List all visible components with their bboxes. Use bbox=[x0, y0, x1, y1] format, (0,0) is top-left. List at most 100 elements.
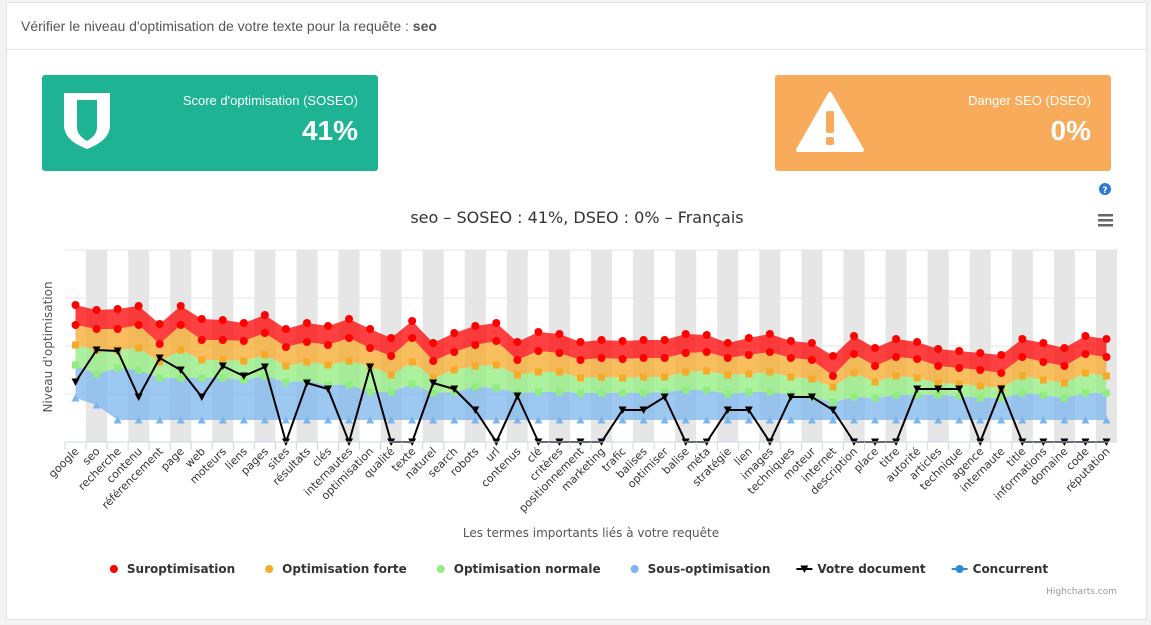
legend-item[interactable]: Sous-optimisation bbox=[630, 562, 771, 576]
marker bbox=[429, 357, 438, 365]
marker bbox=[682, 386, 690, 394]
marker bbox=[429, 374, 437, 382]
marker bbox=[555, 349, 564, 357]
marker bbox=[408, 317, 417, 325]
marker bbox=[198, 356, 206, 364]
marker bbox=[134, 321, 143, 329]
marker bbox=[345, 381, 353, 389]
marker bbox=[576, 416, 585, 424]
marker bbox=[598, 389, 606, 397]
marker bbox=[955, 347, 964, 355]
marker bbox=[282, 362, 290, 370]
marker bbox=[366, 388, 374, 396]
marker bbox=[913, 374, 921, 382]
marker bbox=[155, 340, 164, 348]
marker bbox=[723, 406, 732, 414]
marker bbox=[324, 385, 332, 393]
legend-item[interactable]: Concurrent bbox=[951, 562, 1049, 576]
marker bbox=[807, 416, 816, 424]
marker bbox=[513, 371, 521, 379]
marker bbox=[892, 372, 900, 380]
marker bbox=[997, 369, 1006, 377]
marker bbox=[871, 362, 880, 370]
marker bbox=[492, 337, 501, 345]
marker bbox=[871, 394, 879, 402]
marker bbox=[176, 366, 185, 374]
marker bbox=[576, 374, 584, 382]
marker bbox=[765, 330, 774, 338]
marker bbox=[934, 385, 943, 393]
marker bbox=[934, 345, 943, 353]
marker bbox=[197, 336, 206, 344]
marker bbox=[450, 329, 459, 337]
legend-item[interactable]: Optimisation forte bbox=[265, 562, 407, 576]
marker bbox=[976, 366, 985, 374]
marker bbox=[492, 384, 500, 392]
marker bbox=[387, 334, 396, 342]
marker bbox=[387, 416, 396, 424]
legend-symbol bbox=[109, 565, 118, 573]
marker bbox=[786, 416, 795, 424]
marker bbox=[871, 416, 880, 424]
legend-item[interactable]: Votre document bbox=[796, 562, 926, 576]
marker bbox=[176, 321, 185, 329]
area-range bbox=[75, 365, 1107, 420]
card-label: Danger SEO (DSEO) bbox=[968, 93, 1091, 108]
marker bbox=[345, 357, 353, 365]
marker bbox=[219, 374, 227, 382]
marker bbox=[892, 416, 901, 424]
marker bbox=[534, 347, 543, 355]
area-range bbox=[75, 305, 1107, 376]
marker bbox=[260, 329, 269, 337]
marker bbox=[745, 388, 753, 396]
marker bbox=[766, 388, 774, 396]
menu-button[interactable] bbox=[1098, 214, 1113, 227]
legend-item[interactable]: Suroptimisation bbox=[109, 562, 235, 576]
help-icon[interactable] bbox=[1099, 183, 1111, 195]
marker bbox=[997, 416, 1006, 424]
marker bbox=[850, 350, 858, 358]
marker bbox=[324, 361, 332, 369]
marker bbox=[366, 325, 375, 333]
legend-symbol bbox=[630, 565, 639, 573]
marker bbox=[71, 394, 80, 402]
area-range bbox=[75, 345, 1107, 402]
marker bbox=[176, 416, 185, 424]
marker bbox=[534, 368, 542, 376]
marker bbox=[471, 416, 480, 424]
marker bbox=[135, 344, 143, 352]
marker bbox=[618, 406, 627, 414]
legend-symbol bbox=[436, 565, 445, 573]
legend-label: Concurrent bbox=[973, 562, 1049, 576]
marker bbox=[702, 331, 711, 339]
marker bbox=[955, 364, 964, 372]
legend-symbol bbox=[800, 565, 809, 573]
marker bbox=[660, 393, 669, 401]
marker bbox=[324, 416, 332, 424]
marker bbox=[366, 416, 375, 424]
marker bbox=[1102, 416, 1111, 424]
marker bbox=[302, 319, 311, 327]
areas bbox=[75, 305, 1107, 420]
marker bbox=[639, 416, 648, 424]
marker bbox=[702, 416, 711, 424]
marker bbox=[303, 358, 311, 366]
marker bbox=[92, 401, 101, 409]
marker bbox=[807, 393, 816, 401]
header: Vérifier le niveau d'optimisation de vot… bbox=[7, 3, 1146, 50]
marker bbox=[828, 416, 837, 424]
marker bbox=[134, 416, 143, 424]
marker bbox=[155, 354, 164, 362]
marker bbox=[660, 416, 669, 424]
marker bbox=[177, 346, 185, 354]
marker bbox=[787, 373, 795, 381]
marker bbox=[261, 351, 269, 359]
legend-item[interactable]: Optimisation normale bbox=[436, 562, 601, 576]
marker bbox=[1081, 332, 1090, 340]
card-value: 41% bbox=[301, 115, 358, 146]
marker bbox=[807, 356, 816, 364]
marker bbox=[640, 389, 648, 397]
marker bbox=[639, 354, 648, 362]
marker bbox=[113, 305, 122, 313]
marker bbox=[114, 364, 122, 372]
